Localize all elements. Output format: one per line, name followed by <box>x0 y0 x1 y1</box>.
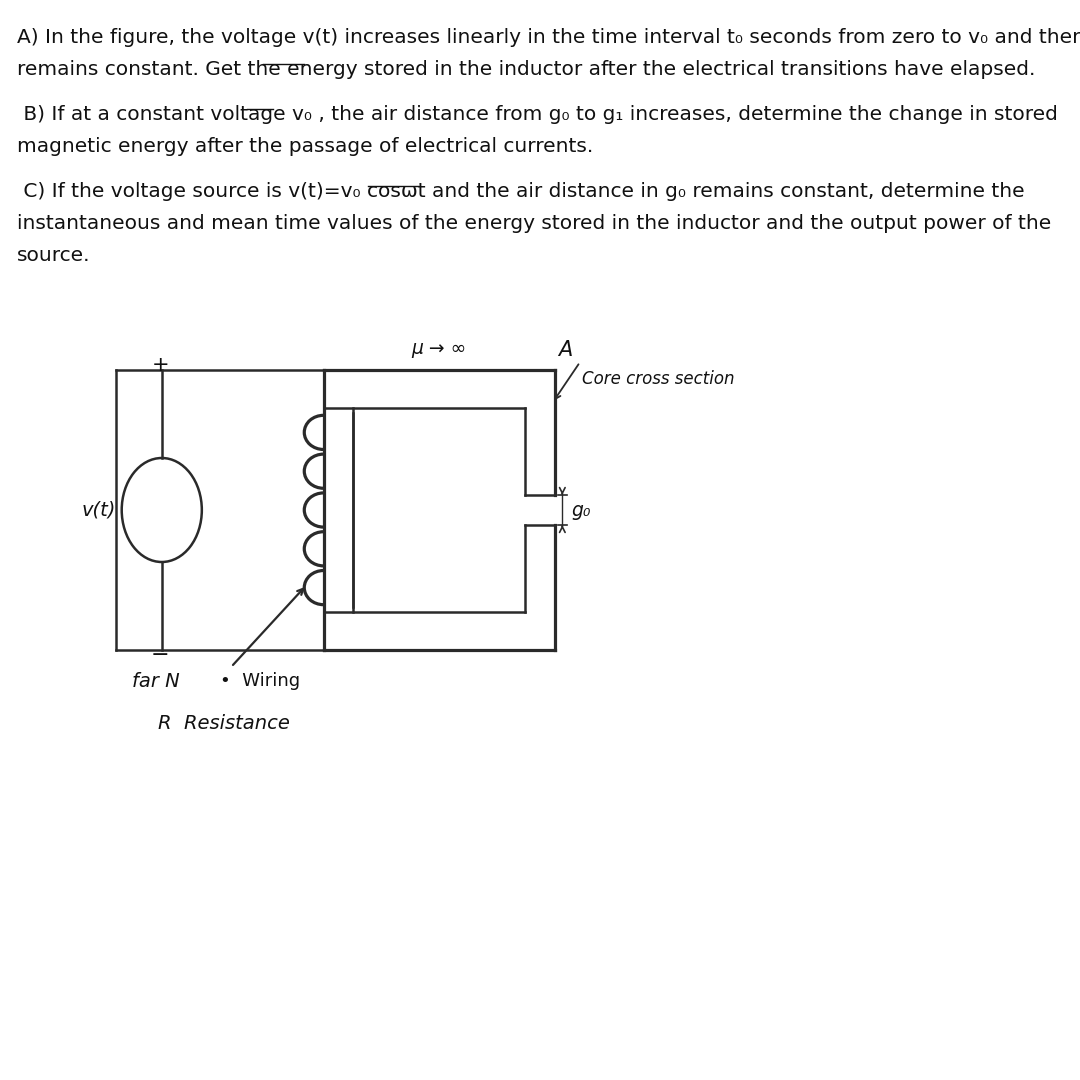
Text: v(t): v(t) <box>81 500 116 519</box>
Text: A: A <box>558 340 572 360</box>
Text: •  Wiring: • Wiring <box>219 672 299 690</box>
Text: A) In the figure, the voltage v(t) increases linearly in the time interval t₀ se: A) In the figure, the voltage v(t) incre… <box>17 28 1080 48</box>
Text: μ → ∞: μ → ∞ <box>411 339 467 357</box>
Text: magnetic energy after the passage of electrical currents.: magnetic energy after the passage of ele… <box>17 137 593 156</box>
Text: B) If at a constant voltage v₀ , the air distance from g₀ to g₁ increases, deter: B) If at a constant voltage v₀ , the air… <box>17 105 1057 124</box>
Text: remains constant. Get the energy stored in the inductor after the electrical tra: remains constant. Get the energy stored … <box>17 60 1036 79</box>
Text: +: + <box>151 355 170 375</box>
Text: source.: source. <box>17 246 91 265</box>
Text: Core cross section: Core cross section <box>582 370 734 388</box>
Text: R  Resistance: R Resistance <box>158 714 289 733</box>
Text: g₀: g₀ <box>571 500 591 519</box>
Text: instantaneous and mean time values of the energy stored in the inductor and the : instantaneous and mean time values of th… <box>17 214 1051 233</box>
Text: −: − <box>151 645 170 665</box>
Text: far N: far N <box>133 672 180 691</box>
Text: C) If the voltage source is v(t)=v₀ cosωt and the air distance in g₀ remains con: C) If the voltage source is v(t)=v₀ cosω… <box>17 183 1025 201</box>
